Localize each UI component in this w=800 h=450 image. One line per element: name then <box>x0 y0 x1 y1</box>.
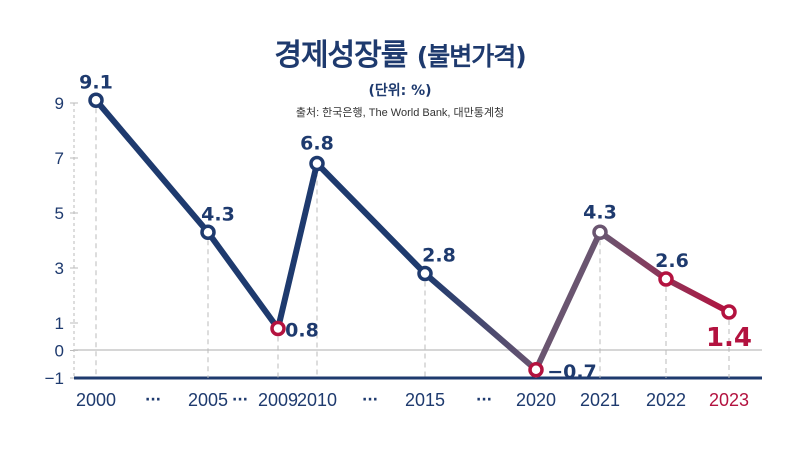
series-segment <box>533 229 603 373</box>
x-tick-label: 2010 <box>297 390 337 410</box>
x-tick-label: 2022 <box>646 390 686 410</box>
data-label: 2.6 <box>655 250 689 272</box>
chart-title: 경제성장률 (불변가격) <box>0 30 800 74</box>
data-label: −0.7 <box>547 361 597 383</box>
data-point <box>200 224 216 240</box>
title-main: 경제성장률 <box>274 38 408 73</box>
series-segment <box>93 97 211 236</box>
y-tick-label: 0 <box>55 342 64 361</box>
x-gap-marker: ··· <box>232 392 248 408</box>
data-label: 6.8 <box>300 133 334 155</box>
data-label: 1.4 <box>706 323 752 353</box>
data-label: 4.3 <box>201 203 235 225</box>
data-label: 0.8 <box>285 320 319 342</box>
x-tick-label: 2000 <box>76 390 116 410</box>
series-segment <box>275 160 320 332</box>
data-point <box>417 265 433 282</box>
x-gap-marker: ··· <box>362 392 378 408</box>
data-point <box>270 320 286 337</box>
data-point <box>528 362 544 378</box>
y-tick-label: 9 <box>55 94 64 113</box>
data-point <box>309 155 325 172</box>
y-tick-label: −1 <box>45 369 64 388</box>
source-note: 출처: 한국은행, The World Bank, 대만통계청 <box>295 107 505 119</box>
data-point <box>721 304 737 320</box>
series-segment <box>205 229 281 332</box>
x-tick-label: 2015 <box>405 390 445 410</box>
unit-label: (단위: %) <box>368 83 432 99</box>
series-segment <box>663 276 732 315</box>
y-tick-label: 5 <box>55 204 64 223</box>
x-tick-label: 2023 <box>709 390 749 410</box>
y-tick-label: 1 <box>55 314 64 333</box>
data-label: 4.3 <box>583 201 617 223</box>
data-label: 2.8 <box>422 245 456 267</box>
x-tick-label: 2021 <box>580 390 620 410</box>
x-tick-label: 2005 <box>188 390 228 410</box>
x-tick-label: 2009 <box>258 390 298 410</box>
series-segment <box>597 229 669 282</box>
series-segment <box>422 270 539 373</box>
data-point <box>592 224 608 240</box>
y-tick-label: 3 <box>55 259 64 278</box>
series-segment <box>314 160 428 277</box>
title-subtitle: (불변가격) <box>416 42 527 71</box>
y-tick-label: 7 <box>55 149 64 168</box>
x-gap-marker: ··· <box>476 392 492 408</box>
data-point <box>658 271 674 287</box>
x-gap-marker: ··· <box>145 392 161 408</box>
data-label: 9.1 <box>79 71 113 93</box>
x-tick-label: 2020 <box>516 390 556 410</box>
data-point <box>88 92 104 108</box>
